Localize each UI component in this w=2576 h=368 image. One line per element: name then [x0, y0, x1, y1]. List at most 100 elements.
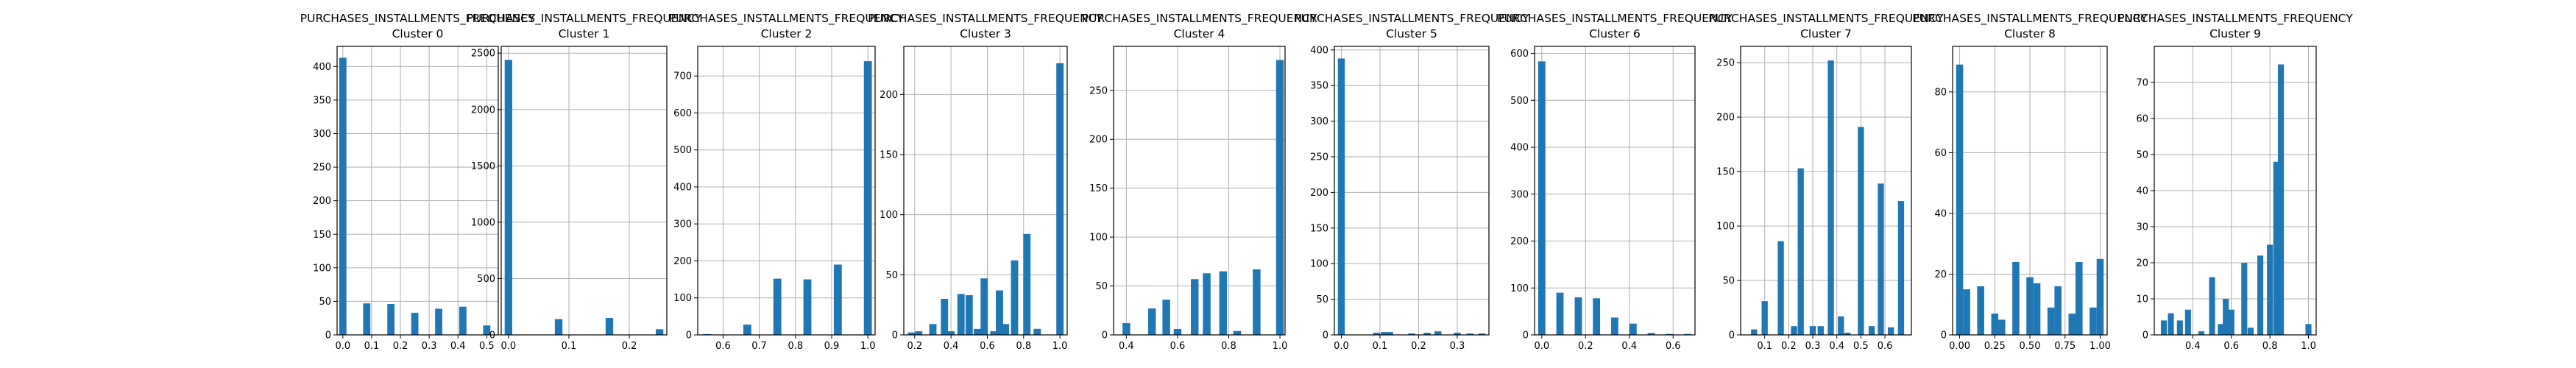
bar	[1011, 260, 1019, 335]
bar	[1610, 317, 1618, 335]
bar	[2096, 258, 2104, 335]
bar	[2176, 320, 2183, 335]
y-tick-label: 150	[1716, 167, 1735, 178]
y-tick-label: 400	[313, 62, 331, 73]
bar	[1538, 61, 1546, 335]
bar	[1629, 323, 1637, 335]
y-tick-label: 150	[313, 230, 331, 241]
bar	[1817, 326, 1824, 335]
y-tick-label: 0	[1941, 330, 1947, 342]
axes-frame	[500, 46, 668, 336]
bar	[1002, 324, 1010, 335]
chart-title: PURCHASES_INSTALLMENTS_FREQUENCY	[1294, 12, 1529, 26]
y-tick-label: 80	[1934, 87, 1947, 98]
bar	[1033, 328, 1041, 335]
y-tick-label: 50	[1316, 294, 1328, 305]
y-tick-label: 20	[1934, 269, 1947, 280]
chart-title: PURCHASES_INSTALLMENTS_FREQUENCY	[300, 12, 536, 26]
chart-subtitle: Cluster 0	[392, 27, 444, 40]
chart-subtitle: Cluster 8	[2004, 27, 2056, 40]
bar	[2241, 263, 2248, 335]
bar	[1434, 331, 1442, 335]
bar	[1878, 183, 1884, 335]
bar	[941, 299, 949, 335]
y-tick-label: 350	[1310, 81, 1328, 92]
bar	[1593, 298, 1601, 335]
panel-cluster-7: 0.1 0.2 0.3 0.4 0.5 0.6050100150200250PURCHAS…	[1708, 12, 1944, 352]
y-tick-label: 100	[1089, 233, 1108, 244]
bar	[2076, 261, 2083, 335]
bar	[1791, 326, 1797, 335]
bar	[1897, 201, 1905, 335]
y-tick-label: 150	[880, 150, 898, 161]
y-tick-label: 50	[885, 270, 898, 281]
x-tick-label: 0.3	[1805, 341, 1821, 352]
bar	[957, 294, 965, 335]
x-tick-label: 0.0	[1534, 341, 1549, 352]
y-tick-label: 70	[2136, 78, 2148, 89]
bar	[1162, 300, 1170, 335]
x-tick-label: 1.0	[1273, 341, 1288, 352]
bar	[1963, 289, 1970, 335]
y-tick-label: 200	[313, 196, 331, 207]
axes-frame	[1334, 46, 1490, 336]
y-tick-label: 150	[1089, 183, 1108, 194]
bar	[387, 304, 395, 335]
chart-subtitle: Cluster 2	[761, 27, 813, 40]
y-tick-label: 100	[1510, 283, 1529, 294]
bar	[483, 325, 491, 335]
bar	[1684, 333, 1692, 335]
y-tick-label: 400	[1310, 45, 1328, 56]
axes-frame	[697, 46, 876, 336]
y-tick-label: 50	[2136, 150, 2148, 161]
bar	[863, 61, 872, 335]
chart-title: PURCHASES_INSTALLMENTS_FREQUENCY	[1497, 12, 1733, 26]
bar	[2228, 309, 2234, 335]
bar	[2247, 328, 2254, 335]
bar	[2033, 283, 2041, 335]
y-tick-label: 200	[880, 90, 898, 101]
chart-title: PURCHASES_INSTALLMENTS_FREQUENCY	[467, 12, 702, 26]
bar	[1868, 326, 1875, 335]
x-tick-label: 0.6	[1170, 341, 1186, 352]
y-tick-label: 2500	[471, 49, 495, 60]
bar	[1454, 333, 1461, 335]
y-tick-label: 100	[1310, 259, 1328, 270]
y-tick-label: 2000	[471, 105, 495, 116]
bar	[929, 324, 937, 335]
x-tick-label: 0.25	[1984, 341, 2006, 352]
y-tick-label: 700	[673, 71, 692, 82]
y-tick-label: 150	[1310, 223, 1328, 234]
axes-frame	[1740, 46, 1912, 336]
bar	[1233, 330, 1242, 335]
bar	[2218, 324, 2224, 335]
y-tick-label: 0	[686, 330, 692, 342]
bar	[1751, 329, 1758, 335]
y-tick-label: 0	[892, 330, 898, 342]
x-tick-label: 0.4	[1829, 341, 1844, 352]
bar	[1647, 333, 1655, 335]
y-tick-label: 100	[1716, 222, 1735, 233]
axes-frame	[336, 46, 499, 336]
bar	[1838, 316, 1844, 335]
y-tick-label: 200	[1089, 135, 1108, 146]
y-tick-label: 40	[1934, 208, 1947, 219]
bar	[1423, 333, 1431, 335]
x-tick-label: 0.1	[562, 341, 577, 352]
chart-subtitle: Cluster 5	[1386, 27, 1437, 40]
panel-cluster-2: 0.6 0.7 0.8 0.9 1.00100200300400500600700PUR…	[669, 12, 905, 352]
y-tick-label: 40	[2136, 186, 2148, 197]
x-tick-label: 0.2	[1411, 341, 1426, 352]
x-tick-label: 0.7	[751, 341, 767, 352]
x-tick-label: 0.9	[824, 341, 840, 352]
y-tick-label: 1000	[471, 217, 495, 228]
bar	[2223, 299, 2229, 335]
bar	[1275, 60, 1284, 335]
bar	[1977, 286, 1984, 335]
chart-subtitle: Cluster 6	[1589, 27, 1641, 40]
y-tick-label: 30	[2136, 222, 2148, 233]
bar	[1858, 127, 1864, 335]
x-tick-label: 0.2	[1578, 341, 1593, 352]
x-tick-label: 0.2	[393, 341, 408, 352]
